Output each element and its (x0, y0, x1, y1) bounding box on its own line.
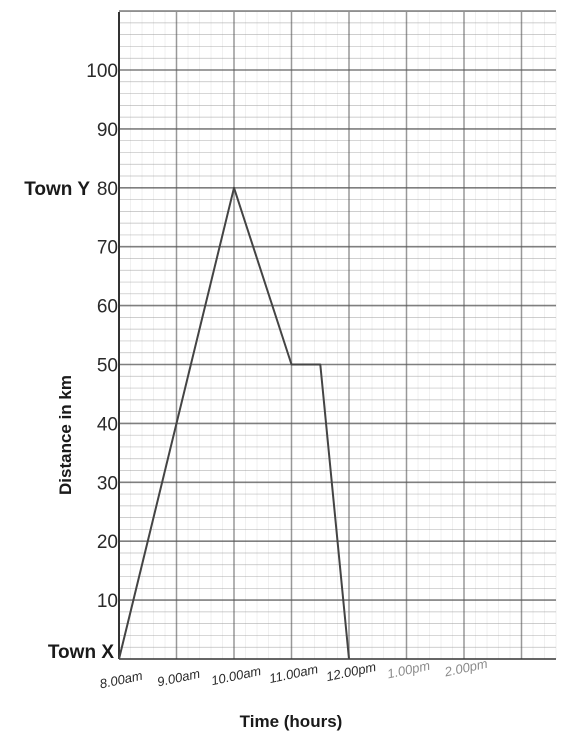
town-x-label: Town X (48, 642, 114, 663)
x-tick-label: 10.00am (210, 663, 263, 688)
y-tick-label: 40 (97, 414, 118, 435)
y-tick-label: 60 (97, 297, 118, 318)
y-tick-label: 100 (86, 61, 118, 82)
y-tick-labels: 10 20 30 40 50 60 70 80 90 100 (86, 61, 118, 612)
journey-line (118, 186, 350, 660)
x-tick-label: 11.00am (268, 661, 320, 686)
x-tick-label: 9.00am (156, 666, 202, 690)
major-grid (118, 10, 556, 660)
minor-grid (119, 12, 557, 659)
y-tick-label: 90 (97, 120, 118, 141)
x-axis-title: Time (hours) (240, 712, 343, 731)
x-tick-label: 12.00pm (325, 659, 378, 684)
town-y-label: Town Y (24, 179, 90, 200)
y-tick-label: 10 (97, 591, 118, 612)
y-tick-label: 30 (97, 473, 118, 494)
x-tick-labels: 8.00am 9.00am 10.00am 11.00am 12.00pm 1.00pm 2… (98, 656, 489, 692)
y-tick-label: 50 (97, 356, 118, 377)
y-tick-label: 20 (97, 532, 118, 553)
x-tick-label: 8.00am (98, 668, 144, 692)
y-axis-title: Distance in km (56, 375, 75, 495)
y-tick-label: 80 (97, 179, 118, 200)
x-tick-label: 1.00pm (386, 658, 432, 682)
y-tick-label: 70 (97, 238, 118, 259)
journey-line-group (118, 186, 350, 660)
